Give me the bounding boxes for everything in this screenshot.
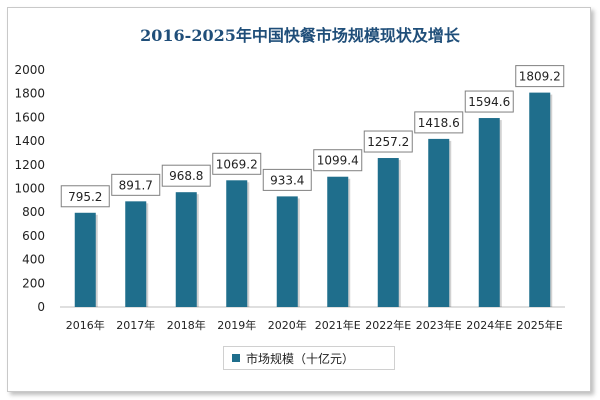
data-label-box [515, 65, 565, 88]
data-label-box [212, 152, 262, 175]
bar [175, 192, 197, 307]
data-label-box [60, 185, 110, 208]
y-tick-label: 1800 [14, 87, 45, 101]
legend-label: 市场规模（十亿元） [246, 352, 355, 366]
x-tick-label: 2022年E [365, 318, 411, 332]
x-tick-label: 2016年 [66, 318, 105, 332]
y-tick-label: 600 [22, 229, 45, 243]
data-label-box [111, 173, 161, 196]
y-tick-label: 2000 [14, 63, 45, 77]
y-tick-label: 1200 [14, 158, 45, 172]
bar [74, 212, 96, 307]
x-tick-label: 2025年E [517, 318, 563, 332]
data-label-box [262, 168, 312, 191]
bar [276, 196, 298, 307]
y-tick-label: 800 [22, 205, 45, 219]
data-label: 933.4 [270, 173, 304, 187]
y-tick-label: 1400 [14, 134, 45, 148]
bar [478, 118, 500, 307]
y-tick-label: 1600 [14, 110, 45, 124]
x-tick-label: 2018年 [167, 318, 206, 332]
legend-swatch [232, 354, 240, 362]
data-label-box [414, 111, 464, 134]
bar [377, 158, 399, 307]
data-label: 891.7 [119, 178, 153, 192]
data-label-box [161, 164, 211, 187]
y-tick-label: 0 [37, 300, 45, 314]
bar [327, 176, 349, 307]
legend: 市场规模（十亿元） [223, 346, 395, 370]
y-tick-label: 400 [22, 253, 45, 267]
data-label: 1099.4 [317, 154, 359, 168]
chart-title: 2016-2025年中国快餐市场规模现状及增长 [140, 26, 460, 45]
data-label: 795.2 [68, 190, 102, 204]
data-label-box [464, 90, 514, 113]
bar [529, 92, 551, 307]
x-tick-label: 2019年 [217, 318, 256, 332]
data-label-box [363, 130, 413, 153]
bar [226, 180, 248, 307]
x-tick-label: 2024年E [466, 318, 512, 332]
data-label: 1418.6 [418, 116, 460, 130]
x-tick-label: 2020年 [268, 318, 307, 332]
x-tick-label: 2021年E [315, 318, 361, 332]
data-label: 1257.2 [367, 135, 409, 149]
bar [125, 201, 147, 307]
x-tick-label: 2023年E [416, 318, 462, 332]
data-label-box [313, 149, 363, 172]
data-label: 968.8 [169, 169, 203, 183]
bar [428, 138, 450, 307]
data-label: 1594.6 [468, 95, 510, 109]
data-label: 1809.2 [519, 70, 561, 84]
y-tick-label: 200 [22, 276, 45, 290]
y-tick-label: 1000 [14, 182, 45, 196]
data-label: 1069.2 [216, 157, 258, 171]
x-tick-label: 2017年 [116, 318, 155, 332]
